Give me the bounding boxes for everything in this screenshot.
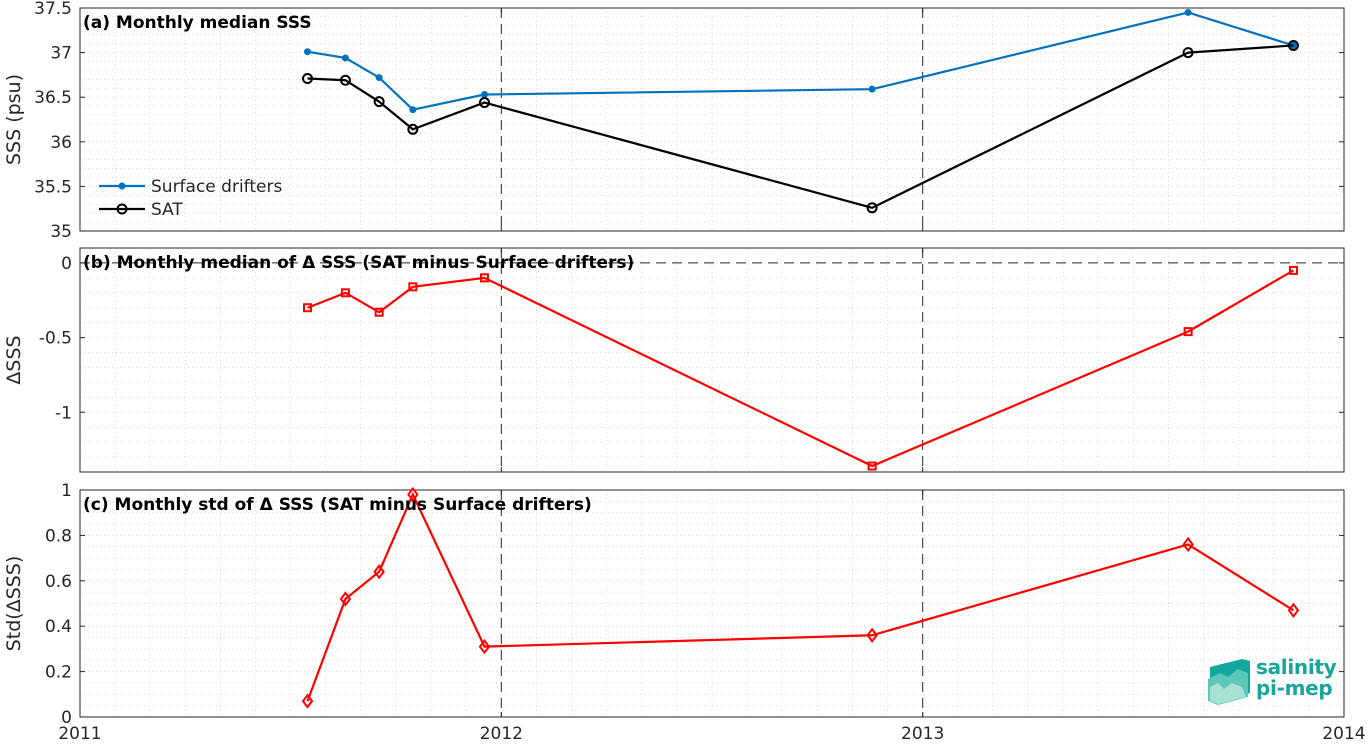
data-point xyxy=(1182,536,1194,553)
data-point xyxy=(480,91,488,99)
data-point xyxy=(867,461,877,471)
data-point xyxy=(478,97,490,109)
data-point xyxy=(373,564,385,580)
data-point xyxy=(866,202,878,214)
y-tick-label: -0.5 xyxy=(39,329,72,349)
y-tick-label: 0.6 xyxy=(45,572,72,592)
data-point xyxy=(478,638,491,655)
panel-title: (c) Monthly std of Δ SSS (SAT minus Surf… xyxy=(83,495,592,515)
series-line xyxy=(307,11,1294,111)
y-tick-label: 0.8 xyxy=(45,526,72,546)
panel-title: (a) Monthly median SSS xyxy=(83,13,312,33)
y-axis-label: ΔSSS xyxy=(3,335,25,384)
y-tick-label: -1 xyxy=(55,403,72,423)
x-tick-label: 2013 xyxy=(901,724,944,744)
data-point xyxy=(302,72,314,84)
data-point xyxy=(479,273,489,283)
salinity-pi-mep-logo: salinity pi-mep xyxy=(1208,657,1358,707)
data-point xyxy=(1182,47,1194,59)
y-tick-label: 0 xyxy=(61,254,72,274)
data-point xyxy=(868,85,876,93)
y-tick-label: 37.5 xyxy=(34,0,72,19)
y-axis-label: SSS (psu) xyxy=(3,74,25,165)
panel-title: (b) Monthly median of Δ SSS (SAT minus S… xyxy=(83,253,634,273)
data-point xyxy=(341,54,349,62)
y-tick-label: 0.2 xyxy=(45,663,72,683)
data-point xyxy=(339,591,352,607)
series-line xyxy=(307,269,1294,468)
panel-c: 0 0.2 0.4 0.6 0.8 1 2011 2012 2013 2014 Std(ΔSSS) (… xyxy=(3,481,1366,744)
legend-label: SAT xyxy=(151,200,183,220)
y-axis-label: Std(ΔSSS) xyxy=(3,556,25,652)
data-point xyxy=(374,307,384,317)
x-tick-label: 2014 xyxy=(1322,724,1365,744)
logo-line-2: pi-mep xyxy=(1256,676,1333,700)
data-point xyxy=(1287,39,1299,51)
data-point xyxy=(1287,602,1300,618)
x-tick-label: 2012 xyxy=(480,724,523,744)
y-tick-label: 37 xyxy=(50,44,72,64)
y-tick-label: 36.5 xyxy=(34,88,72,108)
data-point xyxy=(1184,8,1192,16)
wave-logo-icon xyxy=(1208,659,1250,705)
legend-marker xyxy=(118,182,126,190)
logo-line-1: salinity xyxy=(1256,655,1337,679)
y-tick-label: 0 xyxy=(61,708,72,728)
data-point xyxy=(373,96,385,108)
data-point xyxy=(375,74,383,82)
legend-marker xyxy=(116,203,128,215)
data-point xyxy=(1288,265,1298,275)
axes-box xyxy=(79,7,1345,232)
y-tick-label: 35 xyxy=(50,222,72,242)
y-tick-label: 35.5 xyxy=(34,177,72,197)
y-tick-label: 36 xyxy=(50,133,72,153)
data-point xyxy=(866,627,878,643)
data-point xyxy=(408,282,418,292)
data-point xyxy=(304,48,312,56)
data-point xyxy=(303,303,313,313)
panel-b: -1 -0.5 0 ΔSSS (b) Monthly median of Δ SSS (… xyxy=(3,247,1345,473)
x-tick-label: 2011 xyxy=(58,724,101,744)
legend-label: Surface drifters xyxy=(151,177,282,197)
data-point xyxy=(340,288,350,298)
axes-box xyxy=(79,489,1345,718)
data-point xyxy=(1183,327,1193,337)
series-line xyxy=(307,44,1294,209)
y-tick-label: 0.4 xyxy=(45,617,72,637)
legend: Surface drifters SAT xyxy=(99,177,282,220)
data-point xyxy=(301,693,314,709)
axes-box xyxy=(79,247,1345,473)
data-point xyxy=(407,486,419,503)
series-line xyxy=(306,491,1295,702)
data-point xyxy=(339,74,351,86)
data-point xyxy=(407,123,419,135)
y-tick-label: 1 xyxy=(61,481,72,501)
panel-a: 35 35.5 36 36.5 37 37.5 SSS (psu) (a) Monthly m… xyxy=(3,0,1345,242)
data-point xyxy=(409,106,417,114)
